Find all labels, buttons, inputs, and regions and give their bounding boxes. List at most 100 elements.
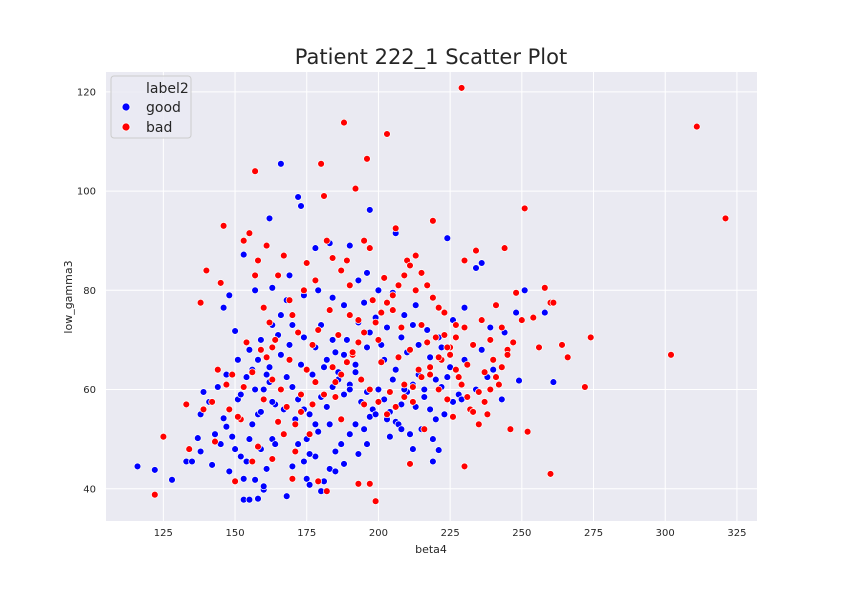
point-bad [280,430,288,438]
point-good [409,445,417,453]
point-bad [291,447,300,456]
point-good [420,393,429,401]
point-bad [498,323,506,332]
point-bad [409,398,417,406]
point-good [225,467,234,476]
point-bad [721,214,730,223]
point-good [340,351,348,359]
point-good [411,301,420,309]
point-good [325,420,334,429]
point-bad [325,306,334,314]
legend: label2 good bad [110,75,192,139]
point-good [245,435,254,443]
point-good [239,250,248,259]
x-tick-label: 325 [727,528,746,539]
point-bad [268,343,277,352]
point-good [228,432,236,441]
point-good [443,373,452,381]
point-bad [337,370,345,379]
point-bad [366,244,374,252]
point-bad [426,370,434,379]
point-bad [394,353,403,362]
point-bad [423,338,431,347]
point-bad [234,413,242,421]
point-good [231,327,239,335]
y-tick-label: 100 [77,187,96,198]
point-bad [449,413,457,421]
point-bad [371,497,380,505]
point-good [259,385,268,394]
point-bad [265,318,274,327]
point-bad [475,388,483,396]
point-bad [323,236,331,245]
point-bad [409,383,417,391]
point-bad [446,351,454,359]
point-bad [308,341,317,349]
point-bad [251,167,259,175]
point-good [397,333,406,342]
point-bad [366,480,374,488]
point-good [434,446,443,454]
point-good [300,333,308,342]
point-good [245,495,254,504]
point-good [251,385,259,394]
point-bad [208,398,216,406]
point-bad [586,333,595,342]
point-bad [400,380,409,389]
x-tick-label: 150 [226,528,245,539]
point-good [254,356,262,364]
point-good [366,206,374,214]
point-bad [429,217,437,225]
point-good [262,465,271,473]
point-bad [331,393,340,401]
point-bad [337,266,345,275]
point-good [386,432,394,441]
point-bad [389,291,397,300]
point-good [498,395,506,404]
point-bad [371,318,380,327]
point-good [265,214,274,223]
point-bad [346,311,354,319]
point-bad [500,244,509,252]
point-bad [242,338,251,347]
point-bad [251,271,259,280]
point-bad [320,192,328,200]
point-bad [518,316,526,324]
point-bad [495,380,503,389]
point-good [423,326,431,334]
y-tick-label: 60 [83,385,96,396]
point-good [245,346,254,354]
legend-marker-good [121,102,131,112]
point-bad [383,298,391,307]
point-good [360,298,368,307]
point-bad [311,276,320,285]
point-good [409,321,417,329]
point-good [429,435,437,443]
point-bad [211,437,219,446]
point-bad [383,410,391,419]
point-bad [259,303,268,312]
point-good [323,403,331,411]
point-bad [239,383,248,391]
point-bad [354,316,363,324]
point-bad [302,259,311,267]
point-bad [288,475,297,483]
point-bad [558,341,566,349]
point-good [360,425,368,433]
y-tick-label: 120 [77,87,96,98]
point-good [214,383,222,391]
point-bad [308,400,317,409]
point-bad [417,321,426,329]
point-bad [440,308,449,317]
point-good [168,476,176,484]
point-bad [452,365,460,374]
point-good [314,427,322,436]
point-good [363,269,371,277]
point-good [265,363,274,371]
point-bad [343,358,351,366]
point-good [308,370,317,379]
legend-marker-bad [121,122,131,132]
point-good [288,321,297,329]
point-good [354,276,363,285]
point-bad [423,281,431,290]
